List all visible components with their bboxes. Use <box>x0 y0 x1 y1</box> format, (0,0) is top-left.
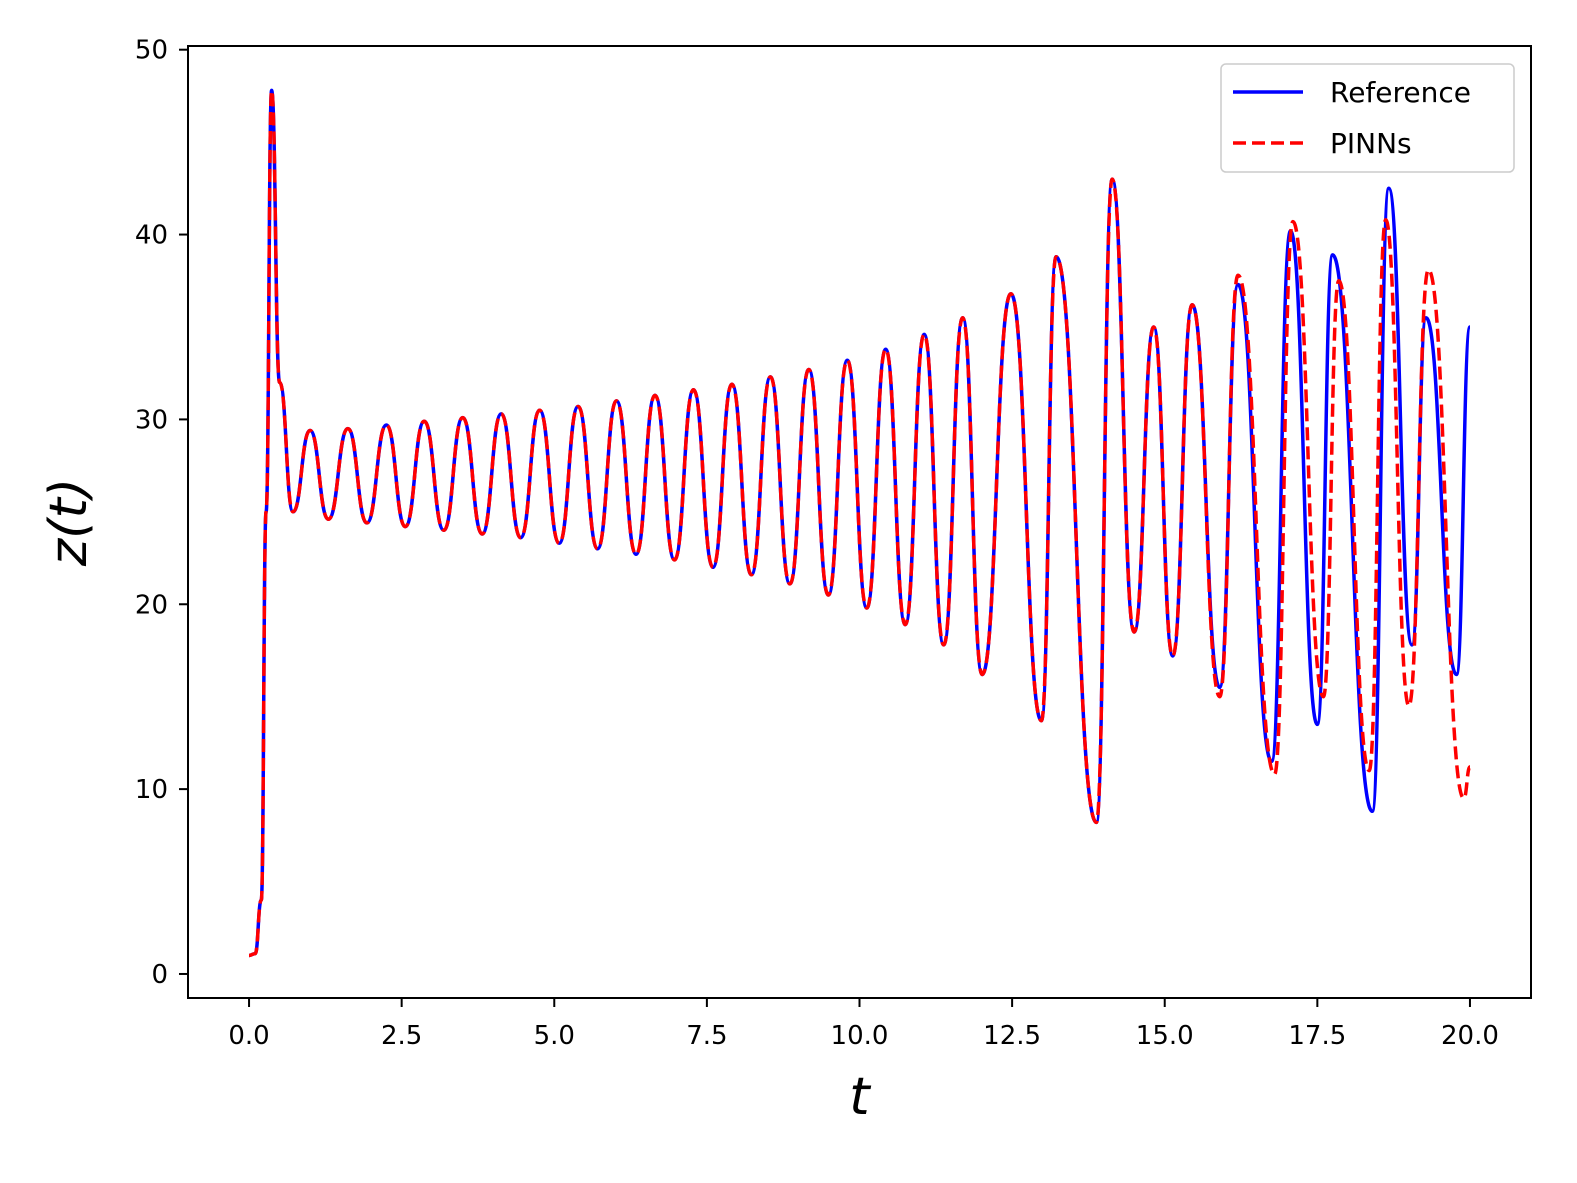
series-layer <box>248 88 1472 958</box>
x-tick-label: 7.5 <box>686 1021 727 1051</box>
x-tick-label: 10.0 <box>831 1021 889 1051</box>
legend-label-reference: Reference <box>1330 76 1471 109</box>
x-axis-label: t <box>849 1067 871 1127</box>
y-tick-label: 40 <box>135 221 168 251</box>
x-tick-label: 0.0 <box>228 1021 269 1051</box>
y-tick-label: 50 <box>135 36 168 66</box>
y-axis-ticks: 0 10 20 30 40 50 <box>135 36 188 990</box>
x-tick-label: 12.5 <box>983 1021 1041 1051</box>
y-tick-label: 30 <box>135 405 168 435</box>
x-tick-label: 17.5 <box>1288 1021 1346 1051</box>
y-tick-label: 0 <box>151 960 168 990</box>
legend-label-pinns: PINNs <box>1330 127 1412 160</box>
y-tick-label: 20 <box>135 590 168 620</box>
x-tick-label: 15.0 <box>1136 1021 1194 1051</box>
x-tick-label: 5.0 <box>534 1021 575 1051</box>
x-axis-ticks: 0.0 2.5 5.0 7.5 10.0 12.5 15.0 17.5 20.0 <box>228 998 1499 1051</box>
series-line-pinns <box>248 88 1472 958</box>
y-tick-label: 10 <box>135 775 168 805</box>
x-tick-label: 20.0 <box>1441 1021 1499 1051</box>
x-tick-label: 2.5 <box>381 1021 422 1051</box>
legend: Reference PINNs <box>1220 63 1515 173</box>
y-axis-label: z(t) <box>39 478 99 567</box>
